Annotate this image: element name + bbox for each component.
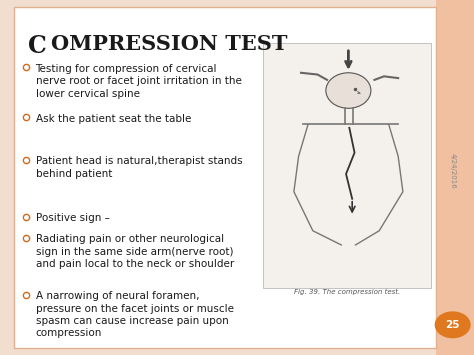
FancyBboxPatch shape xyxy=(263,43,431,288)
FancyBboxPatch shape xyxy=(436,0,474,355)
Text: Fig. 39. The compression test.: Fig. 39. The compression test. xyxy=(294,289,401,295)
Ellipse shape xyxy=(326,73,371,108)
Text: Testing for compression of cervical
nerve root or facet joint irritation in the
: Testing for compression of cervical nerv… xyxy=(36,64,241,99)
Text: 4/24/2016: 4/24/2016 xyxy=(450,153,456,188)
FancyBboxPatch shape xyxy=(14,7,436,348)
Text: Radiating pain or other neurological
sign in the same side arm(nerve root)
and p: Radiating pain or other neurological sig… xyxy=(36,234,234,269)
Circle shape xyxy=(435,311,471,338)
Text: Patient head is natural,therapist stands
behind patient: Patient head is natural,therapist stands… xyxy=(36,156,242,179)
Text: 25: 25 xyxy=(446,320,460,330)
Text: A narrowing of neural foramen,
pressure on the facet joints or muscle
spasm can : A narrowing of neural foramen, pressure … xyxy=(36,291,234,338)
Text: OMPRESSION TEST: OMPRESSION TEST xyxy=(51,34,288,54)
Text: Positive sign –: Positive sign – xyxy=(36,213,109,223)
Text: C: C xyxy=(28,34,47,58)
Text: Ask the patient seat the table: Ask the patient seat the table xyxy=(36,114,191,124)
